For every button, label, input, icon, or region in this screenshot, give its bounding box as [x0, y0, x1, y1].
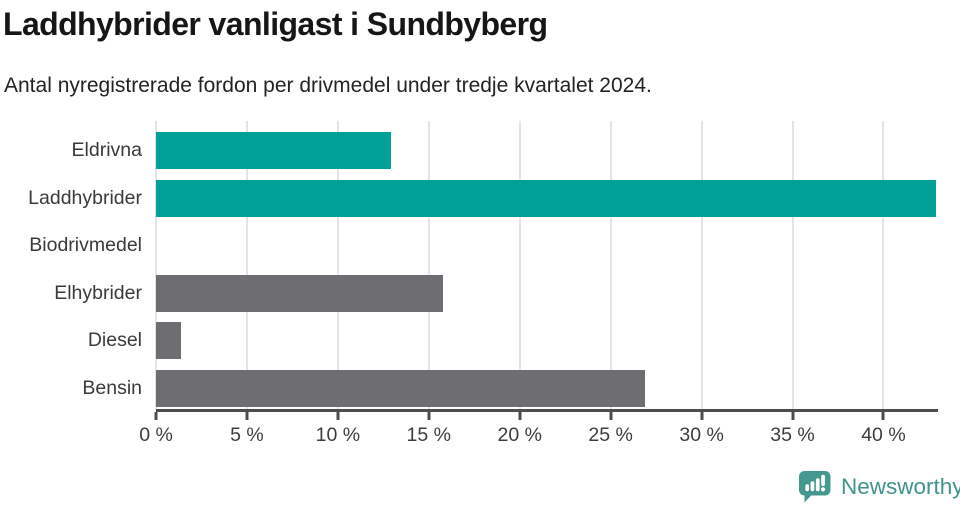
x-tick-35 — [791, 412, 794, 420]
chart-subtitle: Antal nyregistrerade fordon per drivmede… — [4, 74, 652, 97]
bar — [156, 369, 646, 407]
x-tick-20 — [518, 412, 522, 420]
x-tick-label-15: 15 % — [406, 424, 452, 446]
bar — [156, 132, 391, 170]
category-label: Biodrivmedel — [29, 234, 142, 257]
gridline-5 — [245, 121, 248, 410]
x-tick-5 — [245, 412, 249, 420]
gridline-0 — [155, 121, 157, 410]
x-tick-label-5: 5 % — [230, 424, 264, 446]
category-label: Bensin — [82, 376, 142, 399]
category-label: Laddhybrider — [28, 186, 142, 209]
bar-rows: Eldrivna Laddhybrider Biodrivmedel Elhybrid… — [28, 127, 938, 413]
category-label: Diesel — [87, 329, 142, 352]
x-tick-label-30: 30 % — [679, 424, 724, 446]
x-tick-label-40: 40 % — [861, 424, 906, 446]
x-tick-label-0: 0 % — [139, 424, 173, 446]
logo: Newsworthy — [798, 470, 960, 503]
chart-title: Laddhybrider vanligast i Sundbyberg — [3, 6, 548, 42]
bar-row: Bensin — [82, 365, 938, 413]
newsworthy-logo-icon — [799, 471, 831, 503]
bar-row: Eldrivna — [72, 127, 938, 175]
gridline-30 — [700, 121, 703, 410]
gridline-40 — [882, 121, 885, 410]
bar-row: Laddhybrider — [28, 175, 938, 223]
x-tick-30 — [700, 412, 704, 420]
gridline-20 — [518, 121, 521, 410]
x-tick-40 — [881, 412, 885, 420]
bar-row: Biodrivmedel — [29, 222, 938, 270]
x-axis-line — [156, 409, 938, 412]
x-tick-label-20: 20 % — [497, 424, 542, 446]
x-tick-label-25: 25 % — [588, 424, 633, 446]
bar — [156, 179, 937, 217]
category-label: Elhybrider — [54, 281, 142, 304]
x-tick-10 — [336, 412, 340, 420]
x-tick-label-10: 10 % — [315, 424, 361, 446]
x-tick-label-35: 35 % — [770, 424, 815, 446]
x-tick-0 — [154, 412, 158, 420]
plot-area: Eldrivna Laddhybrider Biodrivmedel Elhybrid… — [28, 121, 938, 446]
gridline-10 — [336, 121, 339, 410]
gridline-35 — [791, 121, 794, 410]
gridline-15 — [427, 121, 430, 410]
bar-row: Elhybrider — [54, 270, 938, 318]
x-tick-25 — [609, 412, 613, 420]
bar-row: Diesel — [88, 317, 938, 365]
bar — [156, 274, 444, 312]
bar — [156, 322, 182, 360]
x-tick-15 — [427, 412, 431, 420]
gridline-25 — [609, 121, 612, 410]
newsworthy-logo-text: Newsworthy — [841, 473, 960, 499]
category-label: Eldrivna — [71, 139, 142, 162]
